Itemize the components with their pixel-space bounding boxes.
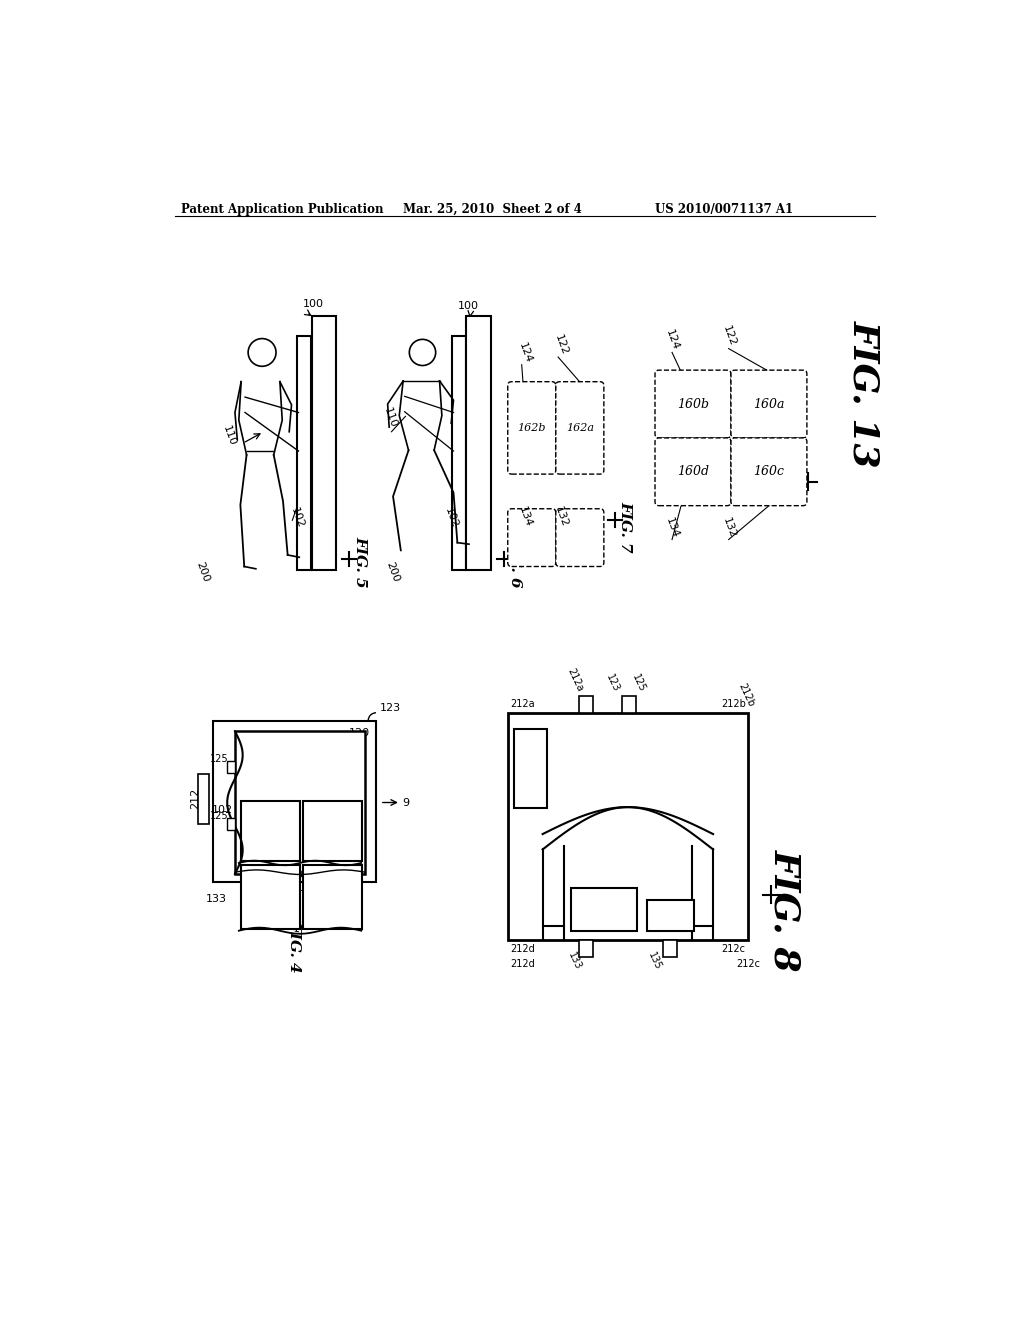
Text: 102: 102 (289, 507, 306, 531)
Bar (571, 888, 637, 931)
Text: 123: 123 (604, 672, 622, 693)
Bar (303, 801, 362, 862)
Text: 132: 132 (322, 826, 343, 837)
Text: Patent Application Publication: Patent Application Publication (180, 203, 383, 216)
Text: 133: 133 (566, 950, 583, 972)
Bar (198, 774, 209, 824)
Text: FIG. 13: FIG. 13 (847, 321, 882, 467)
Text: 200: 200 (194, 561, 211, 583)
Text: 132: 132 (721, 516, 737, 540)
Text: 134: 134 (260, 826, 282, 837)
Text: US 2010/0071137 A1: US 2010/0071137 A1 (655, 203, 794, 216)
Bar (647, 900, 693, 931)
Text: 100: 100 (302, 298, 324, 309)
Text: 125: 125 (210, 812, 228, 821)
Text: 212b: 212b (721, 700, 745, 709)
Text: 212a: 212a (566, 667, 586, 693)
Text: 212d: 212d (510, 958, 535, 969)
Text: 212a: 212a (510, 700, 535, 709)
Bar (452, 335, 466, 570)
Text: 124: 124 (665, 327, 681, 351)
FancyBboxPatch shape (731, 438, 807, 506)
Text: 212: 212 (190, 788, 200, 809)
Text: Mar. 25, 2010  Sheet 2 of 4: Mar. 25, 2010 Sheet 2 of 4 (403, 203, 582, 216)
Text: 134: 134 (665, 516, 681, 540)
Text: 212b: 212b (736, 682, 756, 709)
Text: 134: 134 (517, 506, 534, 528)
Text: 135: 135 (646, 950, 663, 972)
Bar (227, 817, 234, 830)
Text: 124: 124 (517, 341, 534, 364)
Bar (213, 721, 376, 882)
Text: 160a: 160a (754, 397, 784, 411)
FancyBboxPatch shape (655, 438, 731, 506)
Text: 162a: 162a (566, 422, 594, 433)
Bar (241, 801, 300, 862)
Text: 212c: 212c (736, 958, 761, 969)
Bar (297, 335, 311, 570)
Bar (663, 940, 677, 957)
Text: 214: 214 (593, 906, 614, 915)
Text: 133: 133 (206, 894, 226, 904)
FancyBboxPatch shape (655, 370, 731, 438)
Text: 122: 122 (553, 334, 569, 356)
Text: 200: 200 (384, 561, 400, 583)
Text: 160d: 160d (677, 465, 709, 478)
FancyBboxPatch shape (508, 508, 556, 566)
Text: 100: 100 (458, 301, 478, 310)
Text: 125: 125 (210, 754, 228, 764)
Bar (579, 696, 593, 713)
Text: 124: 124 (260, 892, 282, 902)
FancyBboxPatch shape (556, 508, 604, 566)
FancyBboxPatch shape (731, 370, 807, 438)
Text: FIG. 6: FIG. 6 (509, 536, 522, 587)
Text: 110: 110 (221, 424, 238, 447)
Text: 212d: 212d (510, 944, 535, 954)
Text: 135: 135 (262, 880, 283, 891)
Text: 102: 102 (212, 805, 232, 814)
Bar (241, 866, 300, 929)
Text: 162b: 162b (517, 422, 546, 433)
Text: FIG. 5: FIG. 5 (353, 536, 368, 587)
Text: 160b: 160b (677, 397, 709, 411)
Bar (466, 317, 490, 570)
Text: 110: 110 (290, 883, 310, 892)
Bar (227, 760, 234, 774)
Text: FIG. 4: FIG. 4 (288, 921, 302, 973)
Bar (514, 729, 547, 808)
Text: 110: 110 (382, 407, 398, 430)
Text: 132: 132 (553, 506, 569, 528)
Text: FIG. 8: FIG. 8 (768, 849, 802, 972)
FancyBboxPatch shape (508, 381, 556, 474)
Bar (508, 713, 748, 940)
FancyBboxPatch shape (556, 381, 604, 474)
Text: 122: 122 (721, 325, 737, 347)
Bar (579, 940, 593, 957)
Text: 125: 125 (630, 672, 647, 693)
Text: 160c: 160c (754, 465, 784, 478)
Bar (623, 696, 636, 713)
Text: 216: 216 (519, 764, 541, 775)
Text: 120: 120 (349, 727, 370, 738)
Text: 102: 102 (442, 507, 460, 531)
Text: 123: 123 (380, 702, 401, 713)
Text: 122: 122 (322, 892, 343, 902)
Bar (234, 731, 366, 874)
Text: 9: 9 (402, 797, 410, 808)
Text: 130: 130 (290, 870, 310, 880)
Text: FIG. 7: FIG. 7 (618, 502, 633, 553)
Bar (303, 866, 362, 929)
Text: 212c: 212c (722, 944, 745, 954)
Text: 216: 216 (659, 911, 681, 920)
Bar (311, 317, 337, 570)
